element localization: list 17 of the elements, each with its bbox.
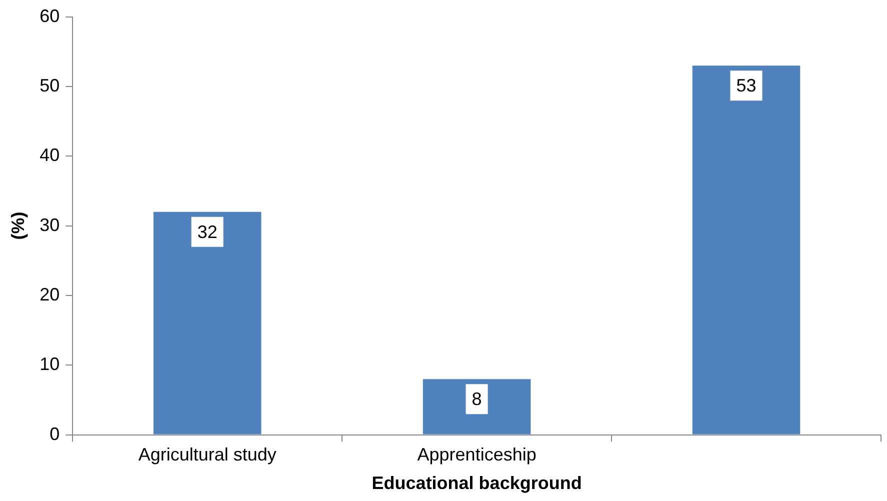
data-label: 53 <box>736 76 756 96</box>
data-label: 32 <box>197 222 218 242</box>
y-tick-label: 10 <box>40 354 60 374</box>
bar <box>153 212 262 434</box>
data-label: 8 <box>472 389 482 410</box>
y-tick-label: 60 <box>40 6 60 26</box>
y-axis-title: (%) <box>8 212 28 240</box>
y-tick-label: 40 <box>40 145 60 166</box>
bar <box>692 66 800 434</box>
x-axis-title: Educational background <box>372 473 582 494</box>
y-tick-label: 20 <box>40 284 60 304</box>
bar <box>422 379 531 434</box>
y-tick-label: 50 <box>40 75 60 96</box>
x-tick-label: Apprenticeship <box>417 444 536 465</box>
y-tick-label: 0 <box>50 424 60 444</box>
x-tick-label: Agricultural study <box>138 444 276 465</box>
y-tick-label: 30 <box>40 214 60 235</box>
